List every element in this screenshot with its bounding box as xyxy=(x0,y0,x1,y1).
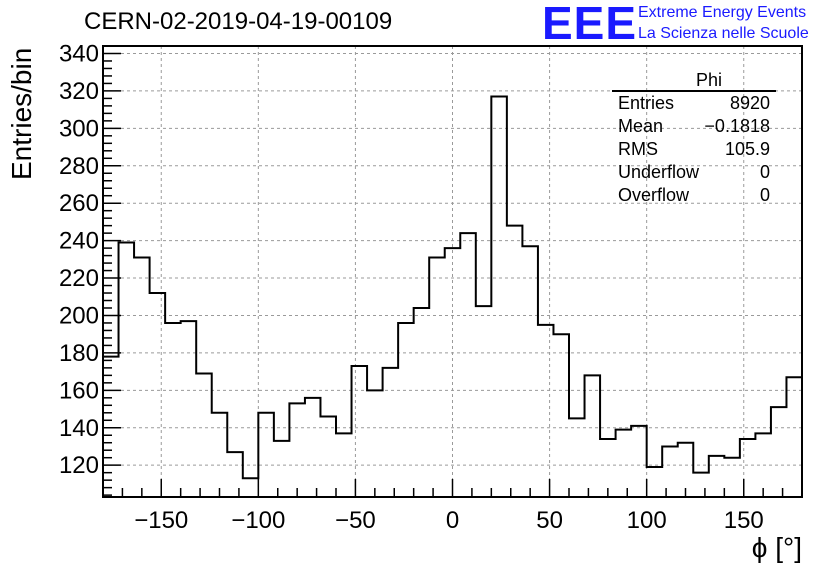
y-tick-label: 140 xyxy=(59,415,99,442)
histogram-bin xyxy=(585,375,601,497)
chart-title: CERN-02-2019-04-19-00109 xyxy=(84,8,393,35)
stats-title: Phi xyxy=(612,70,776,92)
histogram-bin xyxy=(289,403,305,497)
grid-lines xyxy=(103,46,802,497)
stats-value: 8920 xyxy=(729,93,770,113)
histogram-bin xyxy=(755,433,771,497)
histogram-bin xyxy=(134,257,150,497)
histogram-bin xyxy=(165,323,181,497)
histogram-bin xyxy=(150,293,166,497)
histogram-bin xyxy=(196,373,212,497)
y-tick-label: 260 xyxy=(59,190,99,217)
stats-label: Entries xyxy=(618,93,675,113)
y-tick-label: 200 xyxy=(59,302,99,329)
stats-box: Phi Entries 8920 Mean −0.1818 RMS 105.9 … xyxy=(612,70,776,207)
y-tick-label: 280 xyxy=(59,153,99,180)
x-axis-label: ϕ [°] xyxy=(751,532,802,563)
histogram-bin xyxy=(616,430,632,497)
histogram-bin xyxy=(647,467,663,497)
histogram-bin xyxy=(119,242,135,497)
stats-row: Overflow 0 xyxy=(612,184,776,207)
x-tick-label: 0 xyxy=(446,507,459,534)
histogram-bin xyxy=(227,452,243,497)
eee-logo: EEE xyxy=(542,0,638,49)
tick-labels: −150 −100 −50 0 50 100 150 120 140 160 180 200 220 24… xyxy=(59,40,764,534)
histogram-bin xyxy=(367,390,383,497)
x-tick-label: 100 xyxy=(627,507,667,534)
histogram-bin xyxy=(336,433,352,497)
histogram-bin xyxy=(491,97,507,497)
stats-value: 0 xyxy=(759,185,770,205)
y-tick-label: 220 xyxy=(59,265,99,292)
histogram-bin xyxy=(383,368,399,497)
histogram-bin xyxy=(460,233,476,497)
histogram-bin xyxy=(740,439,756,497)
y-tick-label: 120 xyxy=(59,452,99,479)
histogram-bin xyxy=(771,407,787,497)
y-tick-label: 160 xyxy=(59,377,99,404)
x-tick-label: 50 xyxy=(536,507,563,534)
histogram-bin xyxy=(507,226,523,497)
y-tick-label: 300 xyxy=(59,115,99,142)
histogram-bin xyxy=(258,413,274,497)
histogram-bin xyxy=(352,366,368,497)
stats-label: Mean xyxy=(618,116,664,136)
histogram-bin xyxy=(631,426,647,497)
stats-row: Mean −0.1818 xyxy=(612,115,776,138)
stats-row: RMS 105.9 xyxy=(612,138,776,161)
stats-row: Underflow 0 xyxy=(612,161,776,184)
histogram-bin xyxy=(243,478,259,497)
stats-value: −0.1818 xyxy=(704,116,770,136)
histogram-bin xyxy=(786,377,802,497)
histogram-bin xyxy=(103,357,119,497)
stats-label: RMS xyxy=(618,139,658,159)
histogram-bin xyxy=(320,417,336,497)
histogram-bin xyxy=(429,257,445,497)
logo-line-2: La Scienza nelle Scuole xyxy=(638,25,809,42)
x-tick-label: −150 xyxy=(134,507,188,534)
x-tick-label: −100 xyxy=(231,507,285,534)
stats-value: 0 xyxy=(759,162,770,182)
stats-label: Overflow xyxy=(618,185,690,205)
histogram-bin xyxy=(476,306,492,497)
histogram-bin xyxy=(693,473,709,497)
histogram-bin xyxy=(538,325,554,497)
histogram-bin xyxy=(709,456,725,497)
histogram-bin xyxy=(212,413,228,497)
y-tick-label: 340 xyxy=(59,40,99,67)
stats-value: 105.9 xyxy=(724,139,770,159)
histogram-bin xyxy=(724,458,740,497)
histogram-bin xyxy=(553,334,569,497)
logo-line-1: Extreme Energy Events xyxy=(638,4,807,21)
histogram-bin xyxy=(569,418,585,497)
histogram-bin xyxy=(522,246,538,497)
stats-label: Underflow xyxy=(618,162,700,182)
histogram-bin xyxy=(662,446,678,497)
histogram-bin xyxy=(414,308,430,497)
x-tick-label: −50 xyxy=(335,507,376,534)
stats-row: Entries 8920 xyxy=(612,92,776,115)
histogram-bin xyxy=(274,441,290,497)
histogram-bin xyxy=(445,248,461,497)
histogram-bin xyxy=(181,321,197,497)
histogram-bin xyxy=(305,398,321,497)
histogram-bin xyxy=(600,439,616,497)
axis-ticks xyxy=(102,45,803,497)
y-tick-label: 320 xyxy=(59,78,99,105)
x-tick-label: 150 xyxy=(724,507,764,534)
y-axis-label: Entries/bin xyxy=(6,47,37,180)
histogram-outline xyxy=(103,95,803,480)
histogram-bin xyxy=(398,323,414,497)
y-tick-label: 180 xyxy=(59,340,99,367)
histogram-bin xyxy=(678,443,694,497)
y-tick-label: 240 xyxy=(59,228,99,255)
